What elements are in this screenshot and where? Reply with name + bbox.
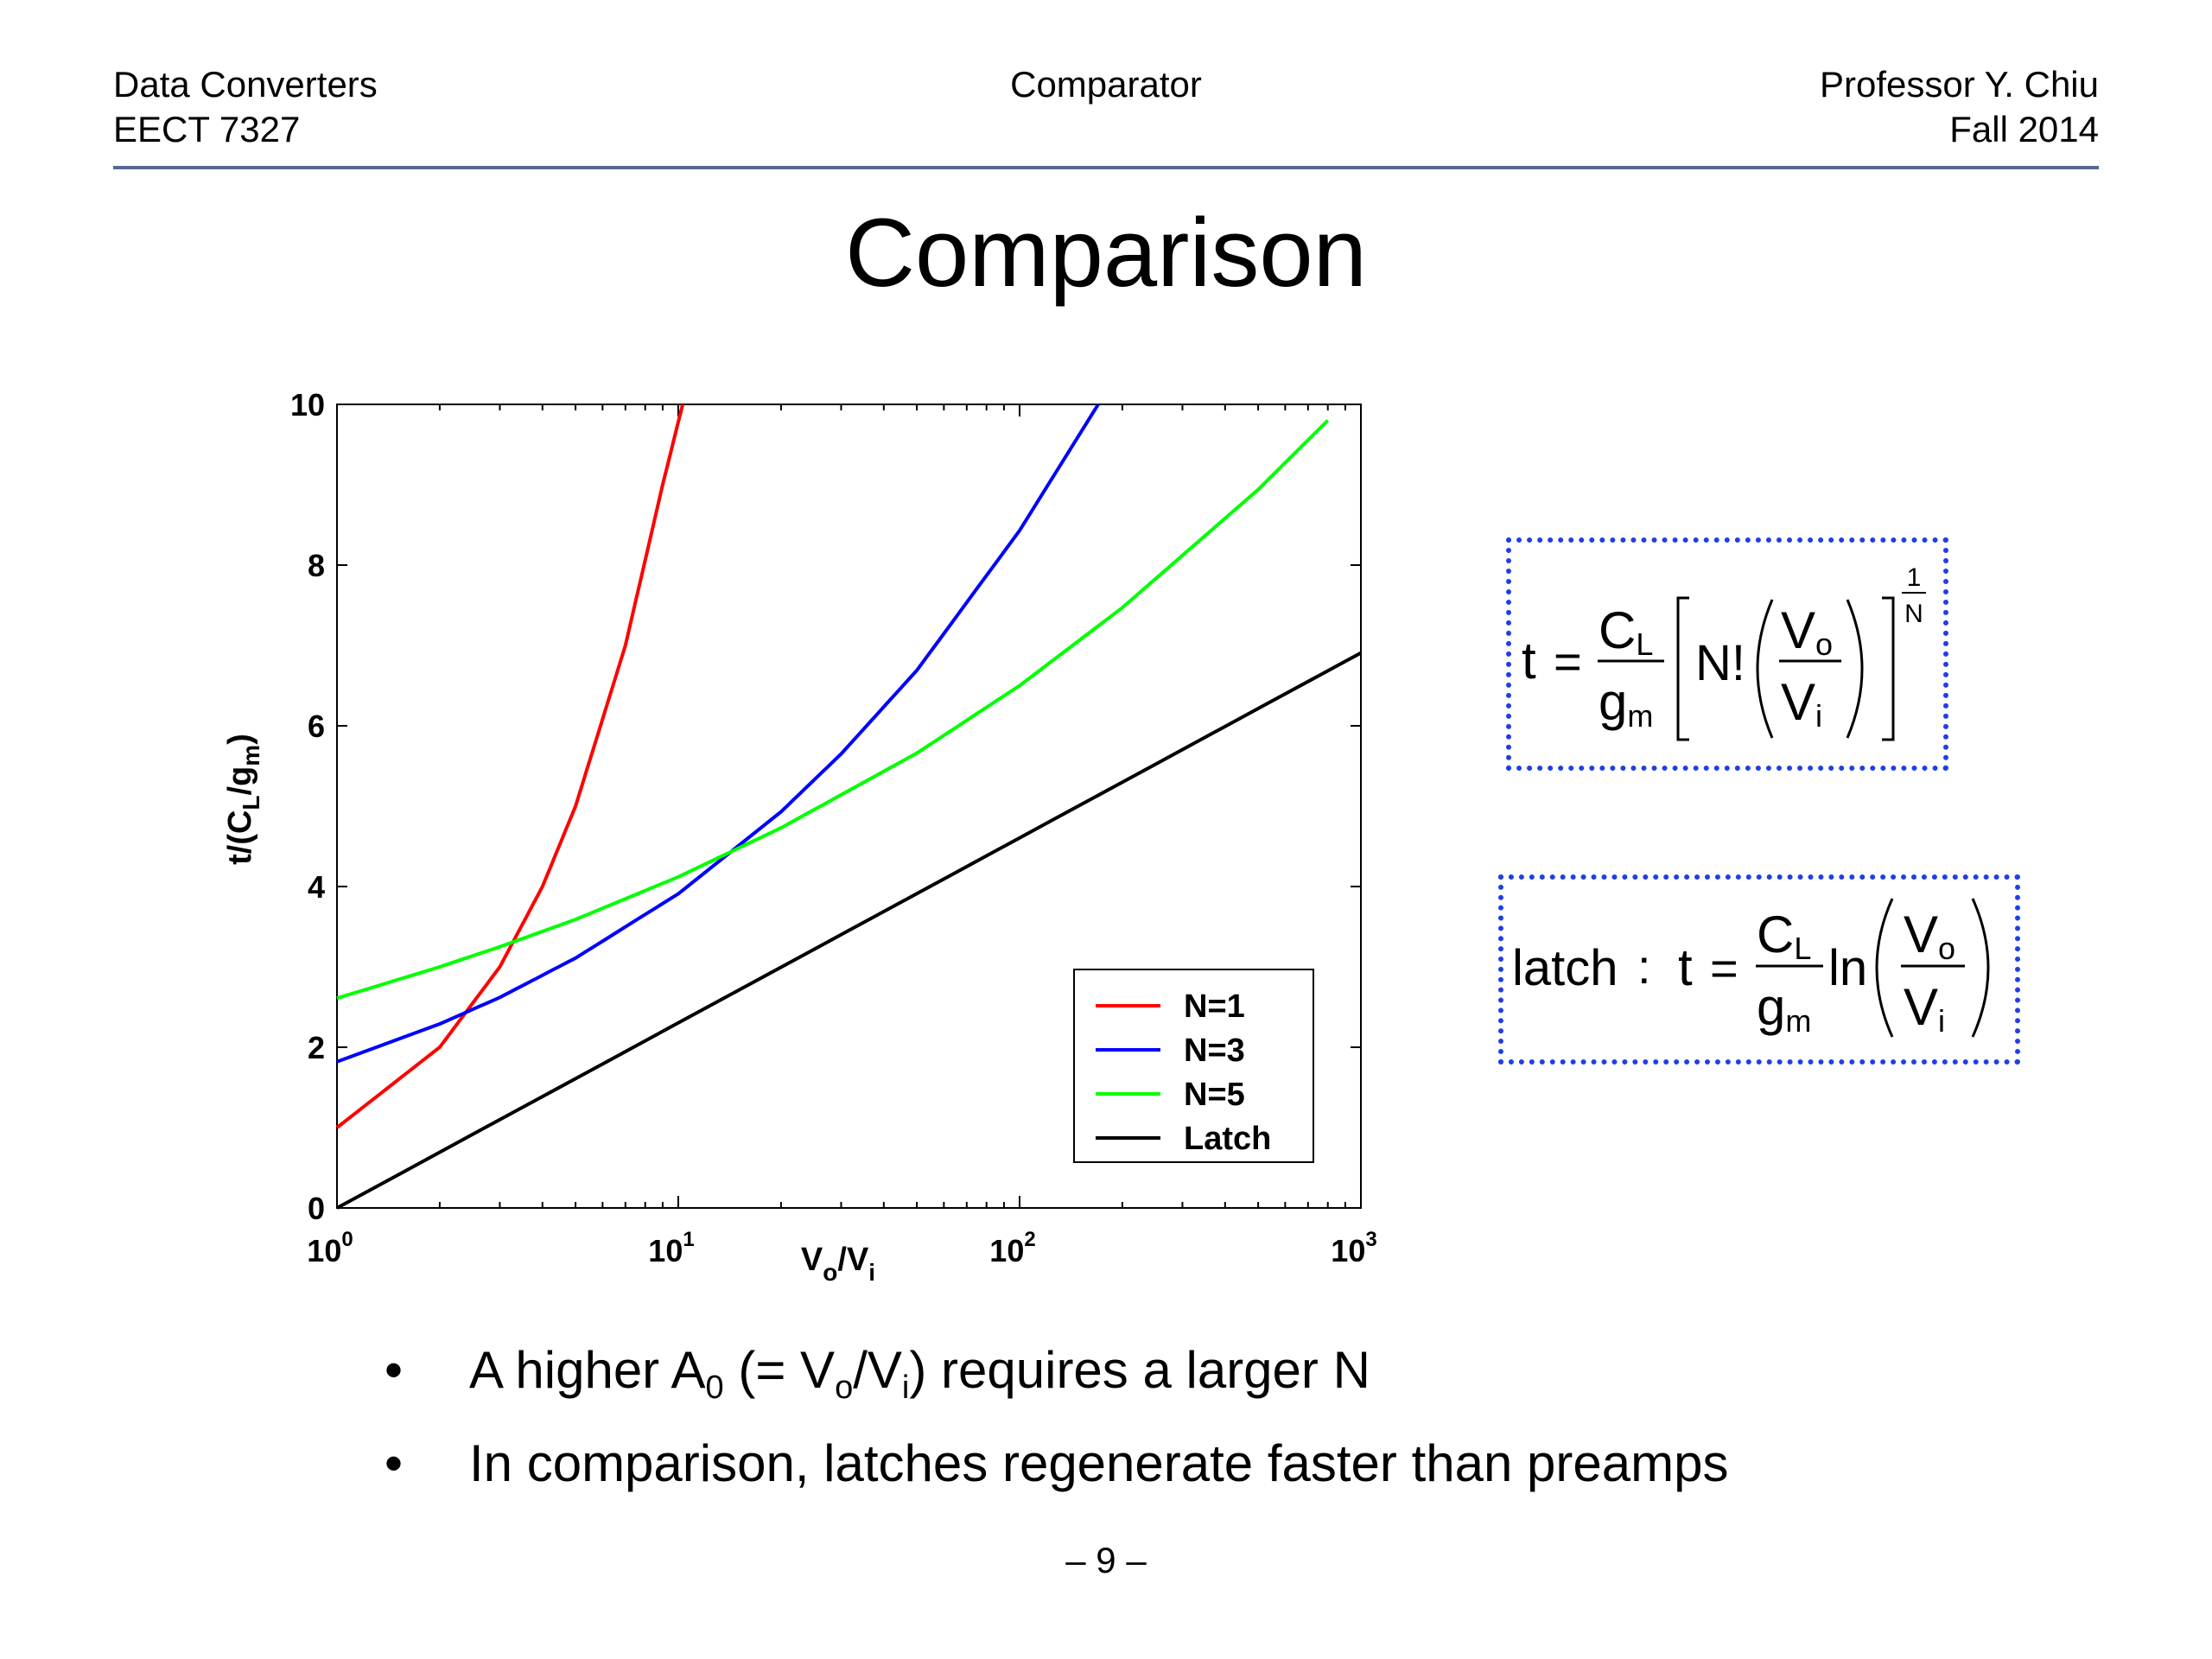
semester: Fall 2014 — [1949, 109, 2099, 149]
y-tick-label: 0 — [308, 1191, 325, 1226]
series-layer — [335, 403, 1362, 1210]
tick-labels: 0 2 4 6 8 10 100 101 102 103 — [290, 387, 1377, 1268]
y-tick-label: 8 — [308, 548, 325, 583]
eq1-equals: = — [1554, 634, 1582, 689]
page-number: – 9 – — [1065, 1540, 1147, 1580]
course-name: Data Converters — [113, 64, 378, 105]
legend-label: N=3 — [1184, 1033, 1245, 1069]
series-line-latch — [336, 651, 1362, 1210]
x-tick-label: 103 — [1331, 1228, 1376, 1268]
bullet-marker: • — [385, 1341, 404, 1399]
eq2-vo: Vo — [1904, 906, 1955, 966]
bullet-text-gain: A higher A0 (= Vo/Vi) requires a larger … — [469, 1341, 1370, 1406]
x-tick-label: 101 — [648, 1228, 694, 1268]
eq1-cl: CL — [1599, 601, 1653, 662]
y-tick-label: 6 — [308, 709, 325, 744]
header-left: Data Converters EECT 7327 — [113, 62, 378, 152]
right-bracket — [1882, 596, 1895, 741]
eq2-colon: : — [1637, 939, 1651, 994]
bullet-text-latch: In comparison, latches regenerate faster… — [469, 1434, 1729, 1492]
legend: N=1 N=3 N=5 Latch — [1073, 969, 1314, 1163]
series-line-n5 — [336, 419, 1330, 1001]
preamp-cascade-equation-box: t = CL gm N! Vo Vi 1 N — [1506, 537, 1948, 771]
y-tick-label: 4 — [308, 869, 325, 905]
comparison-chart: 0 2 4 6 8 10 100 101 102 103 N=1 N=3 N=5 Latch Vo/Vi… — [222, 387, 1377, 1286]
eq2-left-paren — [1875, 898, 1894, 1038]
eq1-nfactorial: N! — [1695, 635, 1745, 691]
x-axis-label: Vo/Vi — [801, 1242, 875, 1286]
exponent-numerator: 1 — [1907, 563, 1922, 592]
header-divider — [113, 166, 2099, 169]
eq2-gm: gm — [1757, 978, 1811, 1039]
series-line-n1 — [335, 404, 685, 1129]
eq1-vo: Vo — [1781, 601, 1833, 662]
right-paren — [1846, 599, 1864, 739]
legend-label: Latch — [1184, 1121, 1271, 1157]
y-tick-label: 10 — [290, 387, 325, 423]
left-paren — [1756, 599, 1774, 739]
instructor-name: Professor Y. Chiu — [1820, 64, 2099, 105]
axis-ticks — [336, 404, 1362, 1209]
eq2-latch-word: latch — [1512, 940, 1618, 996]
eq1-gm: gm — [1599, 673, 1653, 734]
preamp-cascade-equation: t = CL gm N! Vo Vi 1 N — [1522, 563, 1926, 741]
x-tick-label: 100 — [307, 1228, 353, 1268]
legend-label: N=1 — [1184, 988, 1245, 1025]
lecture-topic: Comparator — [1010, 64, 1202, 105]
eq1-vi: Vi — [1781, 673, 1822, 734]
legend-label: N=5 — [1184, 1077, 1245, 1113]
y-axis-label: t/(CL/gm) — [222, 734, 264, 865]
latch-equation: latch : t = CL gm ln Vo Vi — [1512, 898, 1990, 1039]
eq2-vi: Vi — [1904, 978, 1945, 1039]
left-bracket — [1676, 596, 1689, 741]
x-tick-label: 102 — [989, 1228, 1035, 1268]
eq2-equals: = — [1710, 941, 1738, 995]
eq2-t: t — [1678, 938, 1693, 996]
eq2-right-paren — [1971, 898, 1990, 1038]
y-tick-label: 2 — [308, 1030, 325, 1065]
legend-box — [1073, 969, 1314, 1163]
slide-title: Comparison — [845, 199, 1367, 307]
latch-equation-box: latch : t = CL gm ln Vo Vi — [1498, 874, 2020, 1065]
header-right: Professor Y. Chiu Fall 2014 — [1820, 62, 2099, 152]
eq2-ln: ln — [1828, 940, 1867, 996]
exponent-denominator: N — [1904, 600, 1923, 628]
eq1-t: t — [1522, 632, 1536, 690]
course-code: EECT 7327 — [113, 109, 301, 149]
bullet-marker: • — [385, 1434, 404, 1492]
header-center: Comparator — [0, 62, 2212, 107]
eq2-cl: CL — [1757, 906, 1811, 966]
